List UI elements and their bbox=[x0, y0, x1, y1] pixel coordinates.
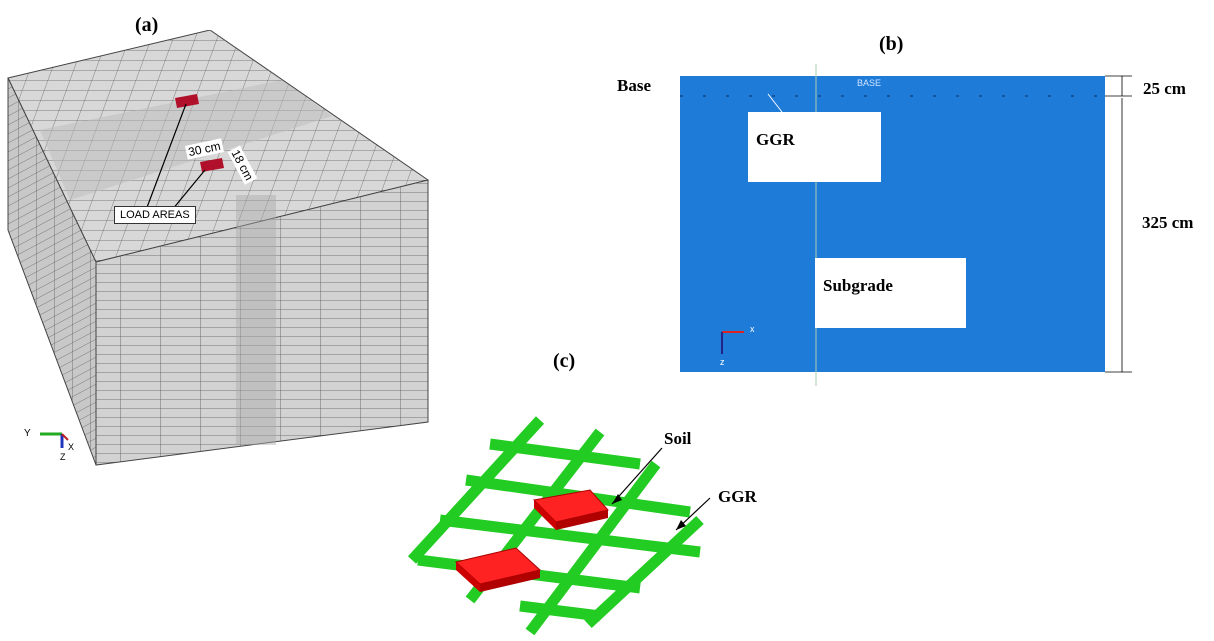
axis-triad-b bbox=[721, 331, 744, 354]
mesh-dense-band bbox=[40, 80, 332, 200]
dim-25cm-label: 25 cm bbox=[1143, 79, 1186, 98]
mesh-dense-strip bbox=[236, 195, 276, 445]
mesh-side-face bbox=[95, 179, 429, 466]
soil-label: Soil bbox=[664, 429, 692, 448]
dim-325cm-label: 325 cm bbox=[1142, 213, 1194, 232]
axis-x-label-b: x bbox=[750, 324, 755, 334]
axis-triad-a bbox=[40, 432, 69, 448]
axis-y-label: Y bbox=[24, 428, 31, 439]
subgrade-label-box: Subgrade bbox=[815, 258, 966, 328]
panel-b-label: (b) bbox=[879, 33, 904, 55]
load-area-2 bbox=[200, 158, 224, 172]
soil-pointer bbox=[611, 447, 663, 505]
ggr-pointer bbox=[767, 93, 783, 113]
load-area-1 bbox=[175, 94, 199, 108]
callout-line-1 bbox=[145, 103, 187, 211]
callout-line-2 bbox=[171, 169, 206, 211]
ggr-pointer-c bbox=[675, 497, 711, 531]
panel-c-label: (c) bbox=[553, 350, 576, 372]
axis-z-label: Z bbox=[60, 452, 66, 462]
axis-z-label-b: z bbox=[720, 357, 725, 367]
ggr-label-c: GGR bbox=[718, 487, 757, 506]
ggr-label-box: GGR bbox=[748, 112, 881, 182]
base-inner-label: BASE bbox=[857, 78, 882, 88]
axis-x-label: X bbox=[68, 442, 75, 452]
panel-a-label: (a) bbox=[135, 14, 159, 36]
load-areas-callout: LOAD AREAS bbox=[114, 206, 196, 224]
soil-blocks bbox=[454, 489, 609, 592]
base-side-label: Base bbox=[617, 76, 651, 95]
